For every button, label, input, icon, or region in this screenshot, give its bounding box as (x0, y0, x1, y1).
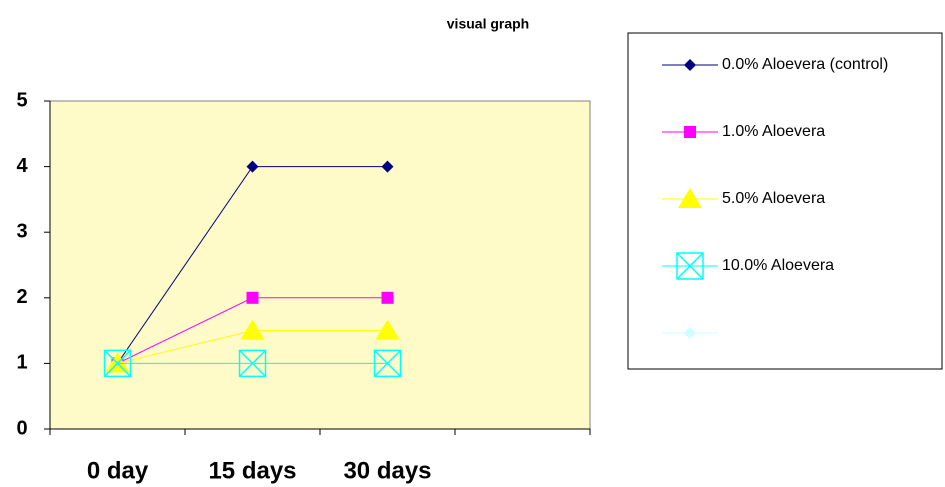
legend-label: 1.0% Aloevera (722, 123, 825, 140)
marker (238, 349, 267, 378)
y-tick-label: 5 (16, 89, 27, 111)
legend-label: 5.0% Aloevera (722, 190, 825, 207)
marker (684, 327, 696, 339)
marker (684, 126, 696, 138)
legend-label: 0.0% Aloevera (control) (722, 56, 888, 73)
marker (373, 349, 402, 378)
legend (627, 32, 943, 370)
marker (684, 59, 696, 71)
x-tick-label: 0 day (87, 457, 149, 484)
y-tick-label: 1 (16, 352, 27, 374)
x-tick-label: 15 days (208, 457, 296, 484)
marker (381, 160, 394, 173)
legend-label: 10.0% Aloevera (722, 257, 834, 274)
y-tick-label: 0 (16, 417, 27, 439)
marker (375, 319, 400, 340)
marker (381, 291, 394, 304)
x-tick-label: 30 days (343, 457, 431, 484)
marker (246, 160, 259, 173)
marker (240, 319, 265, 340)
marker (678, 188, 702, 208)
y-tick-label: 4 (16, 155, 28, 177)
y-tick-label: 3 (16, 220, 27, 242)
marker (103, 349, 132, 378)
chart-title: visual graph (447, 16, 529, 32)
plot-area (49, 100, 591, 430)
marker (246, 291, 259, 304)
y-tick-label: 2 (16, 286, 27, 308)
marker (676, 252, 704, 280)
